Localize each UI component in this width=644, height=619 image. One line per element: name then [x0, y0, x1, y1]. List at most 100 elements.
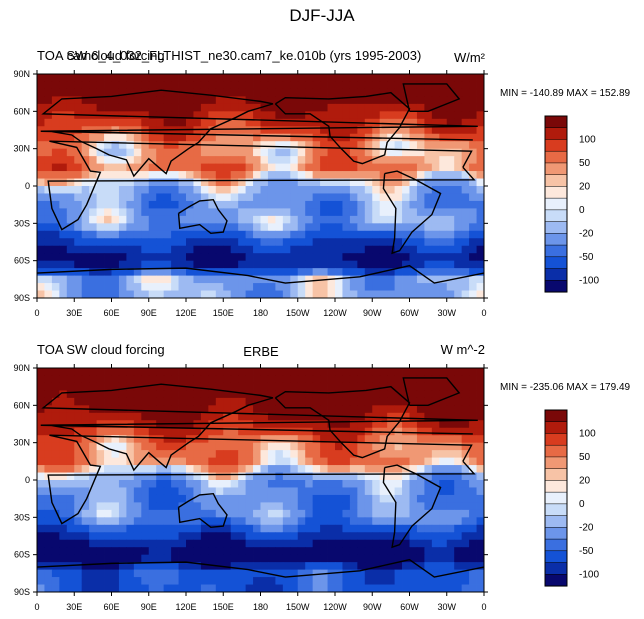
- heatmap-cell: [260, 584, 269, 593]
- heatmap-cell: [156, 118, 165, 127]
- heatmap-cell: [335, 487, 343, 496]
- heatmap-cell: [394, 532, 403, 541]
- heatmap-cell: [327, 532, 336, 541]
- heatmap-cell: [454, 494, 463, 503]
- x-tick-label: 150W: [286, 602, 310, 612]
- heatmap-cell: [208, 382, 217, 391]
- heatmap-cell: [111, 103, 120, 112]
- heatmap-cell: [193, 148, 202, 157]
- heatmap-cell: [290, 126, 299, 135]
- heatmap-cell: [469, 200, 477, 209]
- heatmap-cell: [372, 405, 381, 414]
- heatmap-cell: [446, 472, 455, 481]
- heatmap-cell: [118, 539, 127, 548]
- heatmap-cell: [81, 465, 90, 473]
- heatmap-cell: [327, 163, 336, 172]
- heatmap-cell: [230, 275, 239, 284]
- heatmap-cell: [186, 524, 194, 533]
- heatmap-cell: [469, 148, 477, 157]
- heatmap-cell: [89, 427, 97, 436]
- heatmap-cell: [469, 562, 477, 570]
- heatmap-cell: [364, 96, 373, 105]
- heatmap-cell: [44, 193, 53, 202]
- heatmap-cell: [454, 230, 463, 239]
- heatmap-cell: [223, 268, 232, 276]
- heatmap-cell: [275, 133, 284, 142]
- heatmap-cell: [223, 96, 232, 105]
- heatmap-cell: [402, 427, 410, 436]
- heatmap-cell: [275, 577, 284, 585]
- heatmap-cell: [290, 238, 299, 247]
- heatmap-cell: [305, 577, 314, 585]
- heatmap-cell: [349, 186, 358, 194]
- heatmap-cell: [409, 450, 418, 458]
- heatmap-cell: [126, 81, 135, 90]
- heatmap-cell: [111, 223, 120, 232]
- heatmap-cell: [51, 275, 60, 284]
- heatmap-cell: [200, 494, 209, 503]
- heatmap-cell: [424, 562, 433, 570]
- heatmap-cell: [431, 368, 440, 376]
- heatmap-cell: [59, 253, 68, 262]
- heatmap-cell: [59, 480, 68, 488]
- heatmap-cell: [111, 427, 120, 436]
- heatmap-cell: [320, 427, 328, 436]
- heatmap-cell: [454, 96, 463, 105]
- heatmap-cell: [305, 81, 314, 90]
- heatmap-cell: [215, 569, 224, 578]
- heatmap-cell: [409, 472, 418, 481]
- colorbar-swatch: [544, 433, 568, 446]
- heatmap-cell: [104, 577, 112, 585]
- heatmap-cell: [253, 375, 261, 384]
- heatmap-cell: [312, 283, 321, 291]
- heatmap-cell: [349, 148, 358, 157]
- heatmap-cell: [81, 260, 90, 269]
- heatmap-cell: [230, 427, 239, 436]
- heatmap-cell: [104, 178, 112, 187]
- heatmap-cell: [37, 253, 45, 262]
- heatmap-cell: [431, 290, 440, 299]
- heatmap-cell: [446, 420, 455, 429]
- heatmap-cell: [51, 532, 60, 541]
- heatmap-cell: [372, 290, 381, 299]
- heatmap-cell: [260, 487, 269, 496]
- heatmap-cell: [454, 397, 463, 406]
- heatmap-cell: [327, 200, 336, 209]
- heatmap-cell: [238, 450, 246, 458]
- heatmap-cell: [282, 494, 291, 503]
- heatmap-cell: [305, 111, 314, 120]
- heatmap-cell: [267, 208, 276, 217]
- heatmap-cell: [260, 472, 269, 481]
- heatmap-cell: [89, 562, 97, 570]
- heatmap-cell: [81, 245, 90, 254]
- colorbar-swatch: [544, 127, 568, 141]
- heatmap-cell: [148, 554, 157, 563]
- heatmap-cell: [327, 186, 336, 194]
- heatmap-cell: [469, 450, 477, 458]
- heatmap-cell: [193, 290, 202, 299]
- heatmap-cell: [335, 96, 343, 105]
- heatmap-cell: [156, 223, 165, 232]
- heatmap-cell: [44, 368, 53, 376]
- heatmap-cell: [431, 375, 440, 384]
- heatmap-cell: [409, 554, 418, 563]
- heatmap-cell: [342, 223, 351, 232]
- heatmap-cell: [439, 81, 448, 90]
- heatmap-cell: [357, 290, 366, 299]
- heatmap-cell: [37, 435, 45, 444]
- heatmap-cell: [297, 584, 306, 593]
- heatmap-cell: [230, 547, 239, 556]
- heatmap-cell: [66, 435, 75, 444]
- heatmap-cell: [186, 487, 194, 496]
- heatmap-cell: [290, 472, 299, 481]
- heatmap-cell: [290, 412, 299, 421]
- heatmap-cell: [44, 74, 53, 82]
- heatmap-cell: [118, 141, 127, 150]
- heatmap-cell: [133, 118, 142, 127]
- heatmap-cell: [297, 569, 306, 578]
- heatmap-cell: [282, 230, 291, 239]
- heatmap-cell: [446, 480, 455, 488]
- heatmap-cell: [51, 524, 60, 533]
- heatmap-cell: [178, 283, 187, 291]
- heatmap-cell: [379, 141, 388, 150]
